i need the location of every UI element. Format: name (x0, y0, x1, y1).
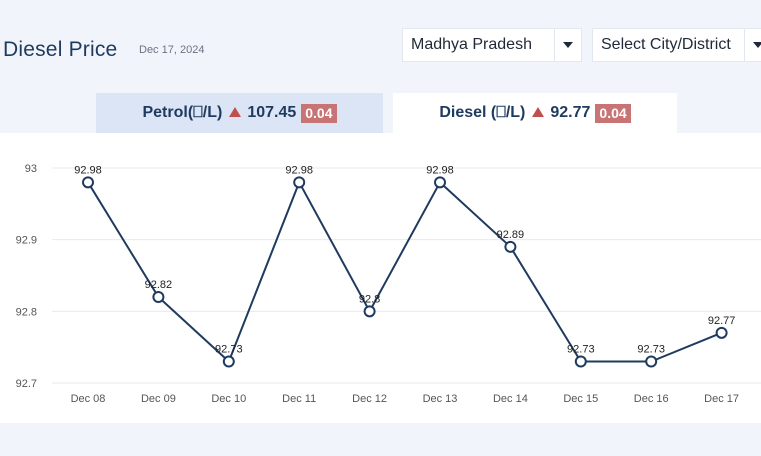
y-tick-label: 92.7 (16, 378, 37, 390)
x-tick-label: Dec 15 (563, 393, 598, 405)
x-tick-label: Dec 14 (493, 393, 528, 405)
data-label: 92.73 (215, 344, 243, 356)
data-point[interactable] (504, 240, 517, 253)
state-select-value: Madhya Pradesh (411, 36, 532, 53)
tab-diesel[interactable]: Diesel (⎕/L) 92.77 0.04 (393, 93, 677, 133)
data-point[interactable] (715, 326, 728, 339)
up-arrow-icon (229, 107, 242, 117)
data-label: 92.98 (285, 164, 313, 176)
data-point[interactable] (363, 305, 376, 318)
chart-card: 93 92.9 92.8 92.7 Dec 08 Dec 09 Dec 10 Dec 11 D… (0, 133, 761, 423)
tab-petrol[interactable]: Petrol(⎕/L) 107.45 0.04 (96, 93, 383, 133)
page-title: Diesel Price (3, 38, 118, 61)
grid-lines (52, 167, 761, 384)
data-point[interactable] (574, 355, 587, 368)
x-tick-label: Dec 11 (282, 393, 316, 405)
data-label: 92.73 (637, 344, 665, 356)
y-tick-label: 93 (25, 163, 37, 175)
tab-diesel-price: 92.77 (550, 104, 591, 121)
x-tick-label: Dec 12 (352, 393, 387, 405)
tab-diesel-label: Diesel (⎕/L) (439, 104, 526, 121)
tab-petrol-label: Petrol(⎕/L) (142, 104, 223, 121)
data-point[interactable] (434, 176, 446, 189)
data-points (82, 176, 728, 368)
x-tick-label: Dec 08 (71, 393, 106, 405)
x-tick-label: Dec 16 (634, 393, 669, 405)
tab-petrol-change-badge: 0.04 (301, 103, 337, 123)
caret-down-icon (753, 42, 761, 48)
up-arrow-icon (532, 107, 545, 117)
x-tick-label: Dec 13 (423, 393, 458, 405)
tab-diesel-change-badge: 0.04 (595, 103, 631, 123)
city-select[interactable]: Select City/District (592, 28, 761, 62)
x-tick-labels: Dec 08 Dec 09 Dec 10 Dec 11 Dec 12 Dec 13 Dec … (71, 393, 739, 405)
x-tick-label: Dec 09 (141, 393, 176, 405)
y-tick-label: 92.8 (16, 306, 37, 318)
x-tick-label: Dec 17 (704, 393, 739, 405)
x-tick-label: Dec 10 (211, 393, 246, 405)
data-point[interactable] (152, 291, 165, 303)
data-label: 92.98 (74, 164, 102, 176)
y-tick-label: 92.9 (16, 235, 37, 247)
state-dropdown-button[interactable] (554, 29, 581, 61)
data-label: 92.98 (426, 164, 454, 176)
tab-petrol-price: 107.45 (247, 104, 297, 121)
series-line (87, 181, 722, 363)
y-tick-labels: 93 92.9 92.8 92.7 (16, 163, 37, 390)
header: Diesel Price Dec 17, 2024 Madhya Pradesh… (0, 0, 761, 92)
data-point[interactable] (293, 176, 306, 189)
city-select-value: Select City/District (601, 36, 731, 53)
page-date: Dec 17, 2024 (139, 44, 205, 56)
caret-down-icon (563, 42, 573, 48)
data-point[interactable] (82, 176, 94, 189)
data-label: 92.82 (145, 279, 173, 291)
data-label: 92.8 (359, 293, 380, 305)
city-dropdown-button[interactable] (744, 29, 761, 61)
data-label: 92.73 (567, 344, 595, 356)
data-point[interactable] (222, 355, 235, 368)
data-label: 92.89 (497, 229, 525, 241)
data-labels: 92.98 92.82 92.73 92.98 92.8 92.98 92.89 92.73 9… (74, 164, 735, 355)
data-label: 92.77 (708, 315, 736, 327)
data-point[interactable] (645, 355, 658, 368)
series-path (87, 181, 722, 363)
state-select[interactable]: Madhya Pradesh (402, 28, 582, 62)
